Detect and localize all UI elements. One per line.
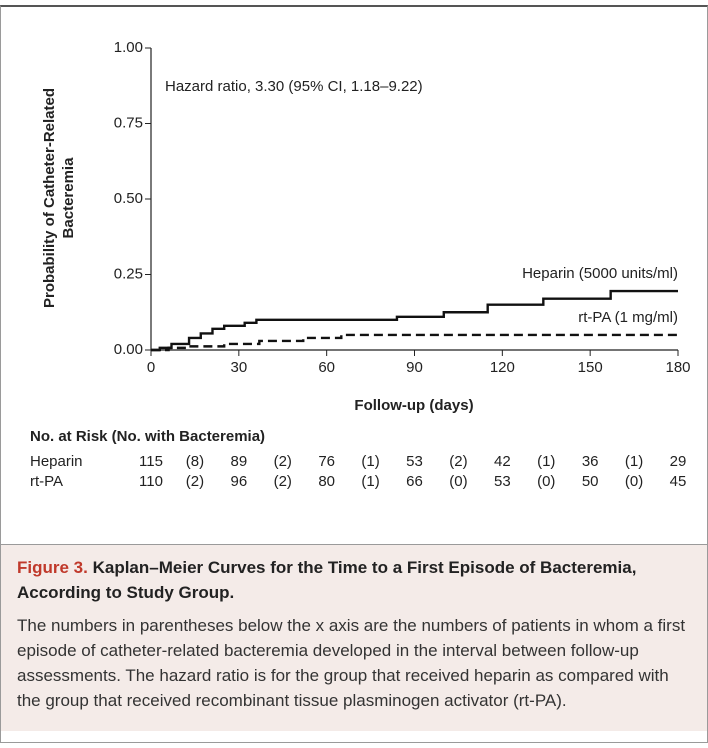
x-tick-label: 0	[147, 359, 155, 376]
risk-cell: (2)	[449, 453, 467, 470]
risk-cell: (0)	[449, 473, 467, 490]
survival-curve	[151, 333, 678, 352]
risk-cell: (1)	[361, 473, 379, 490]
risk-cell: 96	[230, 473, 247, 490]
risk-cell: 89	[230, 453, 247, 470]
risk-cell: 36	[582, 453, 599, 470]
series-label: Heparin (5000 units/ml)	[522, 265, 678, 282]
risk-row-label: rt-PA	[30, 473, 63, 490]
risk-cell: 80	[318, 473, 335, 490]
risk-cell: 45	[670, 473, 687, 490]
caption-heading: Figure 3. Kaplan–Meier Curves for the Ti…	[17, 555, 691, 605]
risk-cell: (1)	[537, 453, 555, 470]
y-axis-label: Bacteremia	[60, 157, 77, 239]
risk-cell: (0)	[537, 473, 555, 490]
risk-cell: (1)	[361, 453, 379, 470]
risk-cell: (0)	[625, 473, 643, 490]
chart: Hazard ratio, 3.30 (95% CI, 1.18–9.22) F…	[30, 39, 691, 490]
risk-cell: 76	[318, 453, 335, 470]
risk-cell: (2)	[186, 473, 204, 490]
y-tick-label: 0.75	[114, 114, 143, 131]
risk-cell: (2)	[274, 473, 292, 490]
survival-curve	[151, 289, 678, 352]
caption-body: The numbers in parentheses below the x a…	[17, 616, 686, 710]
annotation: Hazard ratio, 3.30 (95% CI, 1.18–9.22)	[165, 78, 423, 95]
y-tick-label: 1.00	[114, 39, 143, 56]
y-tick-label: 0.00	[114, 341, 143, 358]
caption-label: Figure 3.	[17, 558, 88, 577]
x-tick-label: 120	[490, 359, 515, 376]
caption: Figure 3. Kaplan–Meier Curves for the Ti…	[1, 544, 707, 731]
x-tick-label: 180	[665, 359, 690, 376]
risk-cell: (2)	[274, 453, 292, 470]
x-tick-label: 150	[578, 359, 603, 376]
risk-cell: 115	[139, 453, 163, 470]
risk-cell: 53	[494, 473, 511, 490]
y-tick-label: 0.50	[114, 190, 143, 207]
risk-cell: (1)	[625, 453, 643, 470]
risk-cell: 29	[670, 453, 687, 470]
risk-cell: 50	[582, 473, 599, 490]
risk-table-title: No. at Risk (No. with Bacteremia)	[30, 428, 265, 445]
y-tick-label: 0.25	[114, 265, 143, 282]
x-axis-label: Follow-up (days)	[354, 397, 473, 414]
risk-cell: (8)	[186, 453, 204, 470]
x-tick-label: 90	[406, 359, 423, 376]
risk-cell: 42	[494, 453, 511, 470]
risk-cell: 66	[406, 473, 423, 490]
x-tick-label: 60	[318, 359, 335, 376]
x-tick-label: 30	[230, 359, 247, 376]
risk-cell: 110	[139, 473, 163, 490]
series-label: rt-PA (1 mg/ml)	[578, 309, 678, 326]
caption-title: Kaplan–Meier Curves for the Time to a Fi…	[17, 558, 637, 602]
risk-cell: 53	[406, 453, 423, 470]
risk-row-label: Heparin	[30, 453, 83, 470]
y-axis-label: Probability of Catheter-Related	[41, 88, 58, 308]
